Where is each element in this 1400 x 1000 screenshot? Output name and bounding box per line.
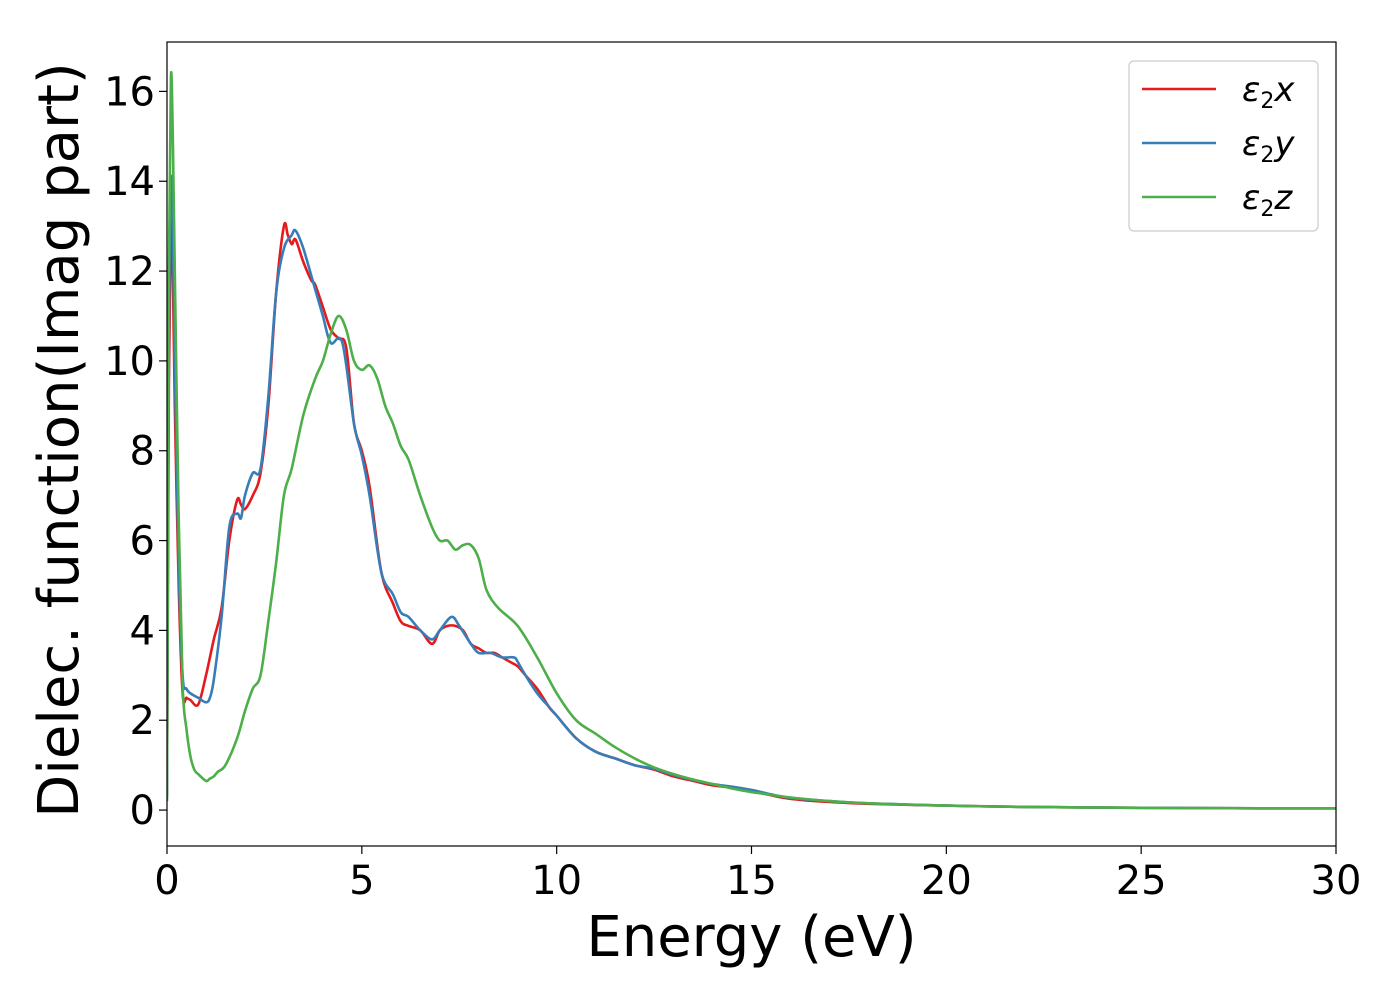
legend-subscript: 2 [1260, 143, 1274, 168]
x-axis-ticks: 0 5 10 15 20 25 30 [154, 846, 1361, 904]
legend-label-y: ε2y [1242, 124, 1295, 168]
y-tick-label: 0 [130, 788, 155, 834]
y-tick-label: 14 [104, 159, 155, 205]
legend-epsilon: ε [1242, 70, 1260, 110]
plot-lines [167, 70, 1336, 810]
x-tick-label: 20 [921, 858, 972, 904]
y-tick-label: 10 [104, 339, 155, 385]
legend-epsilon: ε [1242, 178, 1260, 218]
legend-epsilon: ε [1242, 124, 1260, 164]
y-tick-label: 6 [130, 519, 155, 565]
x-tick-label: 10 [531, 858, 582, 904]
y-axis-ticks: 0 2 4 6 8 10 12 14 16 [104, 69, 167, 834]
legend-subscript: 2 [1260, 197, 1274, 222]
y-tick-label: 4 [130, 608, 155, 654]
y-tick-label: 12 [104, 249, 155, 295]
x-tick-label: 0 [154, 858, 179, 904]
x-tick-label: 5 [349, 858, 374, 904]
legend-label-x: ε2x [1242, 70, 1295, 114]
x-axis-label: Energy (eV) [586, 905, 916, 970]
x-tick-label: 30 [1311, 858, 1362, 904]
y-axis-label: Dielec. function(Imag part) [27, 62, 92, 818]
series-line-z [167, 70, 1336, 810]
x-tick-label: 25 [1116, 858, 1167, 904]
y-tick-label: 16 [104, 69, 155, 115]
series-line-y [167, 174, 1336, 810]
x-tick-label: 15 [726, 858, 777, 904]
legend-subscript: 2 [1260, 89, 1274, 114]
legend-label-z: ε2z [1242, 178, 1293, 222]
y-tick-label: 2 [130, 698, 155, 744]
legend-axis: x [1273, 70, 1295, 110]
legend-axis: y [1273, 124, 1295, 164]
y-tick-label: 8 [130, 429, 155, 475]
legend-axis: z [1273, 178, 1293, 218]
legend-box [1128, 60, 1319, 232]
series-line-x [167, 211, 1336, 810]
